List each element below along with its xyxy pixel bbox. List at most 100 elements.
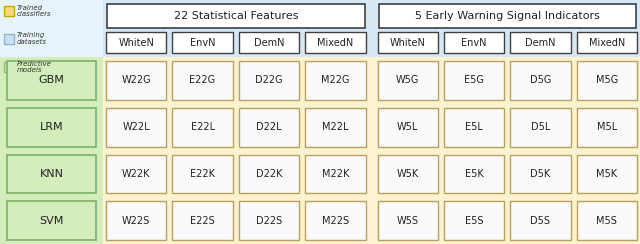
Text: W22L: W22L: [122, 122, 150, 132]
Text: M5S: M5S: [596, 216, 617, 226]
Text: E5G: E5G: [464, 75, 484, 85]
Bar: [172, 108, 233, 146]
Text: W22S: W22S: [122, 216, 150, 226]
Text: E22S: E22S: [190, 216, 215, 226]
Bar: [239, 32, 299, 53]
Bar: [7, 61, 96, 100]
Bar: [510, 154, 571, 193]
Text: WhiteN: WhiteN: [118, 38, 154, 48]
Bar: [444, 108, 504, 146]
Bar: [106, 61, 166, 100]
Bar: [305, 61, 365, 100]
Text: M22L: M22L: [322, 122, 349, 132]
Bar: [444, 32, 504, 53]
Bar: [577, 154, 637, 193]
Text: D22K: D22K: [256, 169, 282, 179]
Bar: [305, 32, 365, 53]
Text: E5L: E5L: [465, 122, 483, 132]
Text: E22G: E22G: [189, 75, 216, 85]
Text: Training
datasets: Training datasets: [17, 32, 47, 45]
Text: EnvN: EnvN: [461, 38, 487, 48]
Bar: [577, 201, 637, 240]
Bar: [444, 154, 504, 193]
Bar: [172, 61, 233, 100]
Bar: [239, 61, 299, 100]
Text: Trained
classifiers: Trained classifiers: [17, 4, 52, 18]
Bar: [172, 201, 233, 240]
Text: E22K: E22K: [190, 169, 215, 179]
Bar: [7, 201, 96, 240]
Text: Predictive
models: Predictive models: [17, 61, 52, 73]
Text: D22G: D22G: [255, 75, 283, 85]
Text: E5S: E5S: [465, 216, 483, 226]
Bar: [7, 108, 96, 146]
Bar: [577, 32, 637, 53]
Bar: [239, 201, 299, 240]
Bar: [305, 154, 365, 193]
Bar: [577, 108, 637, 146]
Text: W22K: W22K: [122, 169, 150, 179]
Bar: [378, 61, 438, 100]
Text: D5S: D5S: [531, 216, 550, 226]
Text: SVM: SVM: [39, 216, 64, 226]
Text: W5K: W5K: [397, 169, 419, 179]
Bar: [305, 201, 365, 240]
Text: E22L: E22L: [191, 122, 214, 132]
Bar: [510, 108, 571, 146]
Bar: [106, 154, 166, 193]
Text: D5G: D5G: [530, 75, 551, 85]
Bar: [106, 108, 166, 146]
Bar: [239, 108, 299, 146]
Text: D22S: D22S: [256, 216, 282, 226]
Text: M5L: M5L: [596, 122, 617, 132]
Bar: [577, 61, 637, 100]
Text: M22G: M22G: [321, 75, 349, 85]
Text: MixedN: MixedN: [589, 38, 625, 48]
Bar: [378, 201, 438, 240]
Bar: [510, 32, 571, 53]
Text: GBM: GBM: [38, 75, 65, 85]
Bar: [444, 201, 504, 240]
Text: M22K: M22K: [322, 169, 349, 179]
Bar: [378, 154, 438, 193]
Bar: [510, 201, 571, 240]
Bar: [378, 4, 636, 28]
Bar: [106, 32, 166, 53]
Text: M5K: M5K: [596, 169, 618, 179]
Text: D5L: D5L: [531, 122, 550, 132]
Text: DemN: DemN: [525, 38, 556, 48]
Text: D5K: D5K: [531, 169, 550, 179]
Bar: [378, 108, 438, 146]
Bar: [0, 0, 103, 57]
Bar: [378, 32, 438, 53]
Bar: [305, 108, 365, 146]
Text: DemN: DemN: [253, 38, 284, 48]
Bar: [106, 201, 166, 240]
Bar: [510, 61, 571, 100]
Text: W5S: W5S: [397, 216, 419, 226]
Text: W22G: W22G: [122, 75, 151, 85]
Text: LRM: LRM: [40, 122, 63, 132]
Bar: [444, 61, 504, 100]
Text: D22L: D22L: [256, 122, 282, 132]
Text: E5K: E5K: [465, 169, 483, 179]
Bar: [4, 6, 14, 16]
Text: KNN: KNN: [40, 169, 63, 179]
Text: W5G: W5G: [396, 75, 419, 85]
Bar: [172, 154, 233, 193]
Text: M5G: M5G: [596, 75, 618, 85]
Bar: [4, 62, 14, 72]
Text: 5 Early Warning Signal Indicators: 5 Early Warning Signal Indicators: [415, 11, 600, 21]
Bar: [239, 154, 299, 193]
Text: EnvN: EnvN: [190, 38, 215, 48]
Text: W5L: W5L: [397, 122, 419, 132]
Bar: [107, 4, 365, 28]
Bar: [172, 32, 233, 53]
Text: WhiteN: WhiteN: [390, 38, 426, 48]
Bar: [103, 57, 640, 244]
Text: MixedN: MixedN: [317, 38, 353, 48]
Bar: [103, 0, 640, 57]
Text: 22 Statistical Features: 22 Statistical Features: [173, 11, 298, 21]
Bar: [4, 34, 14, 44]
Bar: [0, 57, 103, 244]
